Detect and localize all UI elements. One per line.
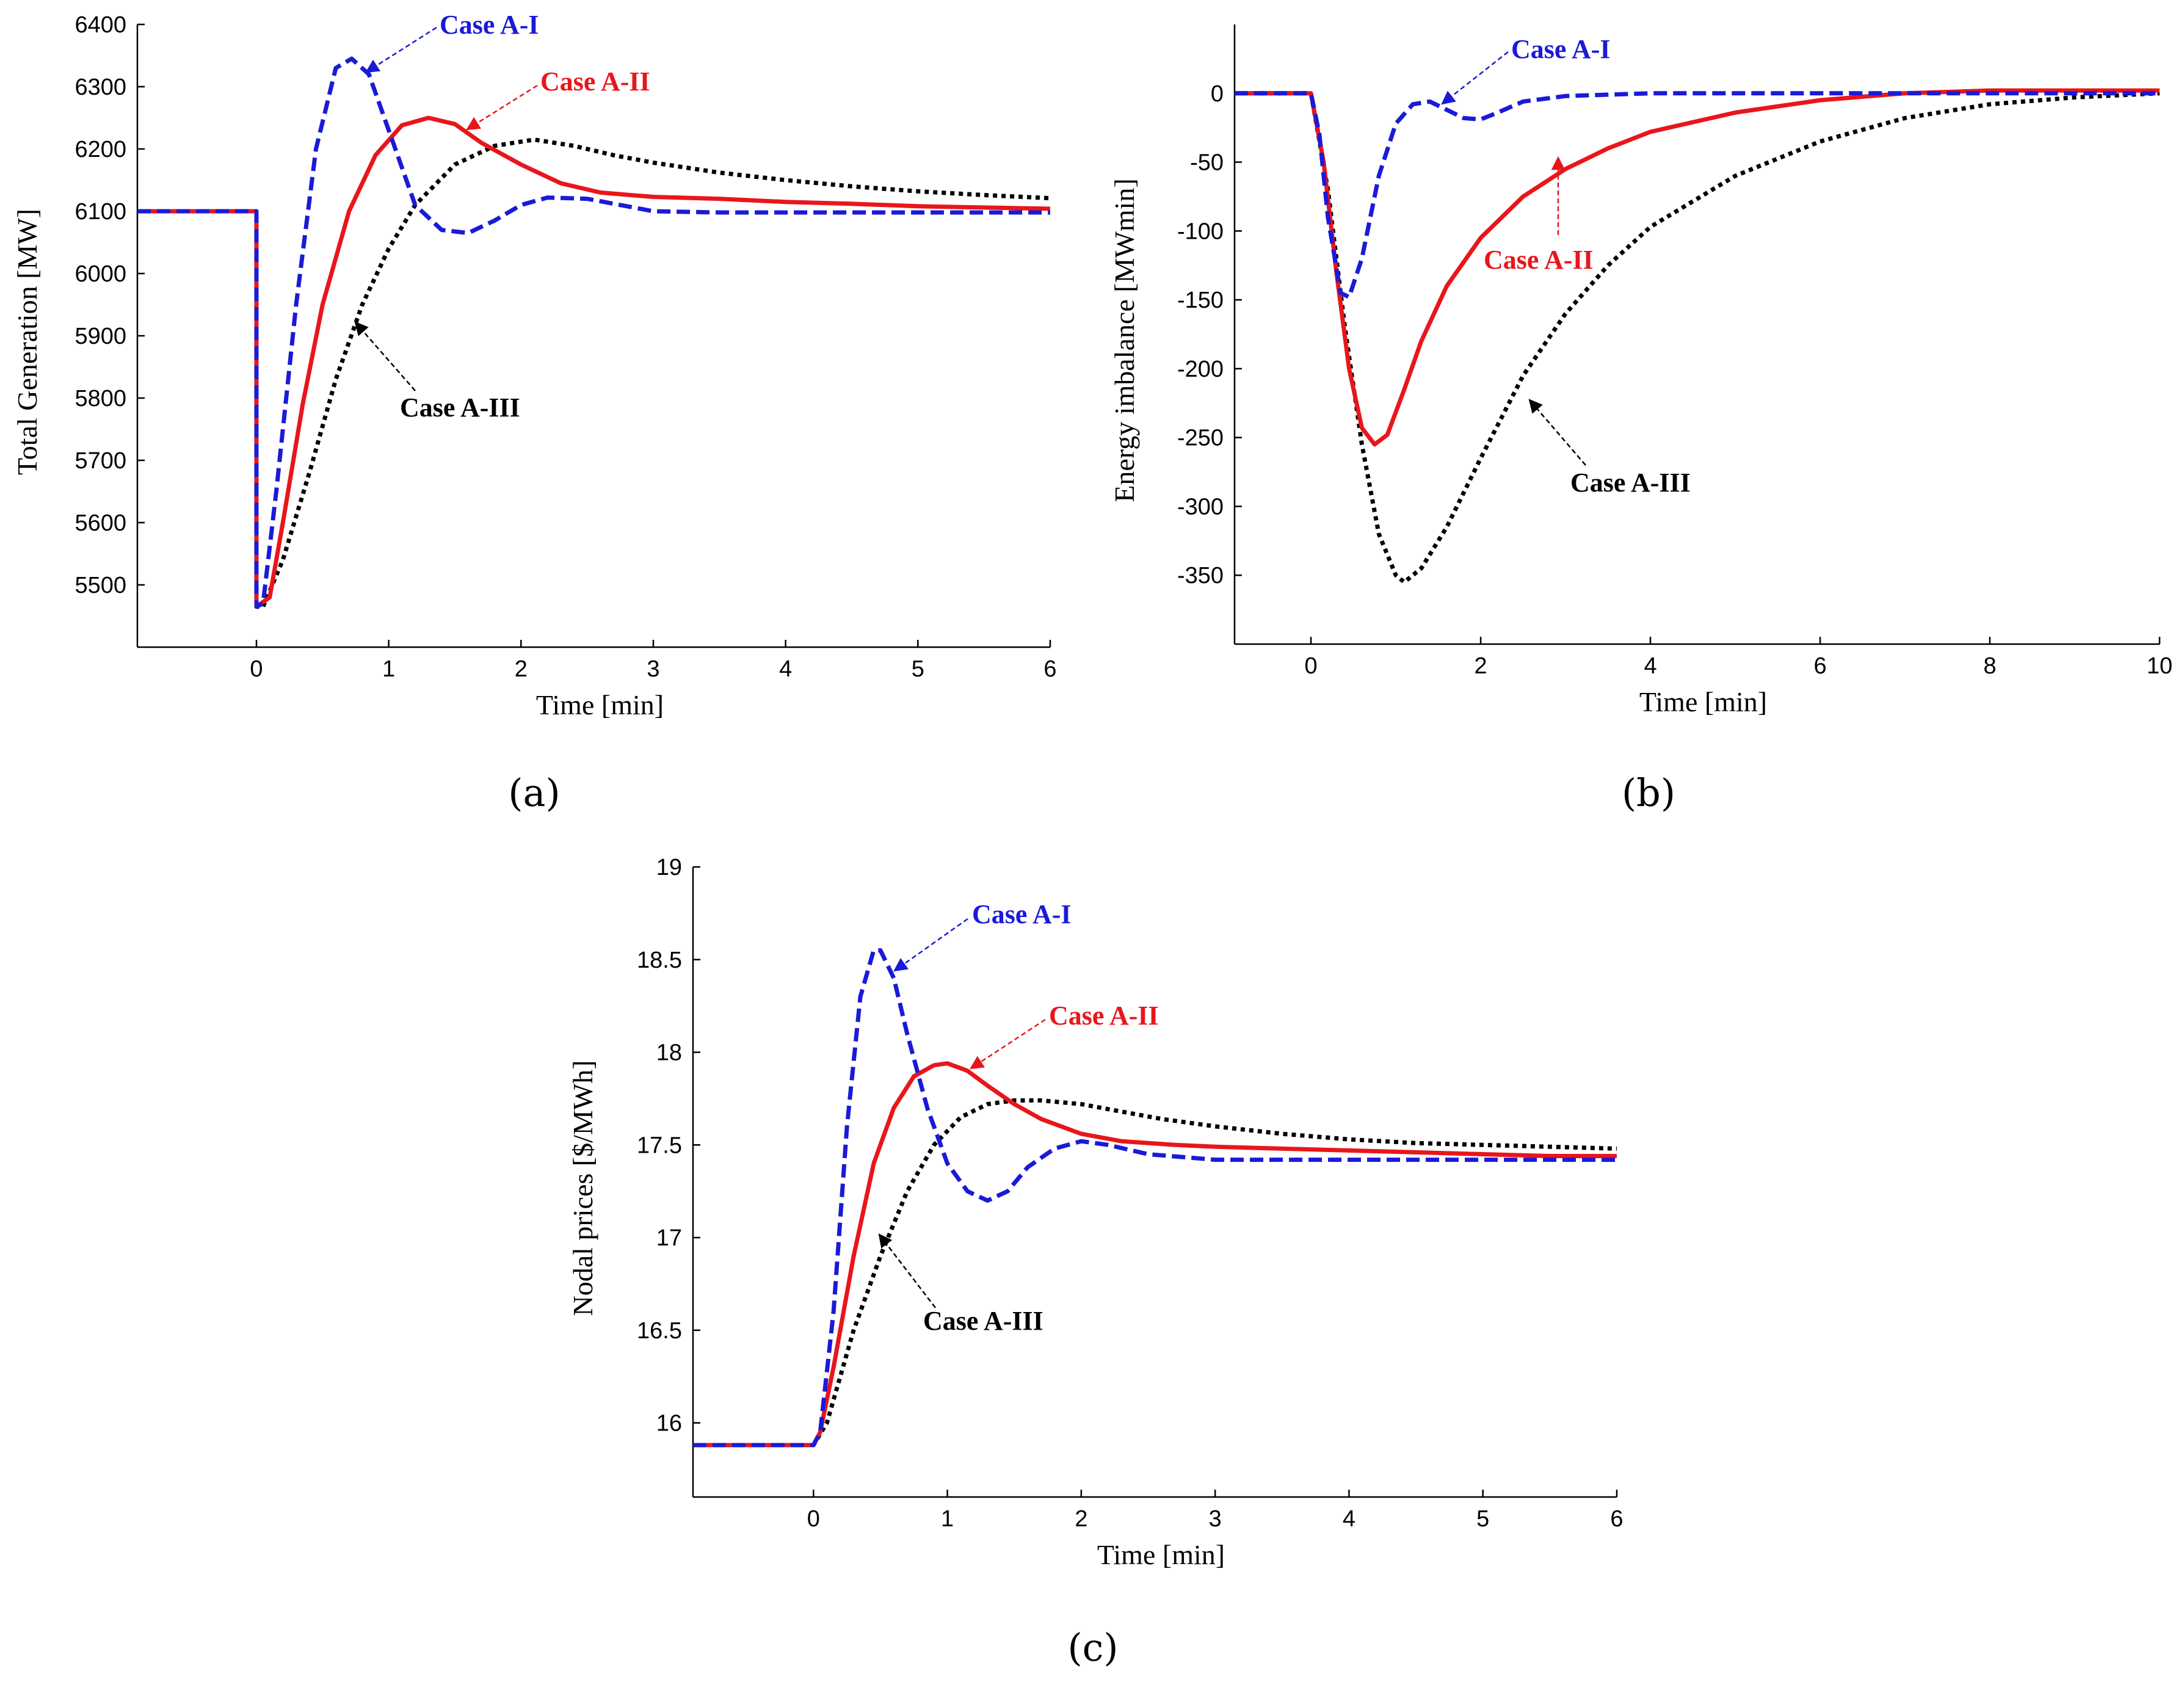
annotation-label: Case A-III xyxy=(923,1306,1043,1336)
annotation-label: Case A-II xyxy=(1049,1001,1159,1031)
annotation-label: Case A-I xyxy=(972,899,1072,929)
annotation-label: Case A-II xyxy=(540,67,650,96)
y-tick-label: 6400 xyxy=(74,12,126,38)
annotation-label: Case A-III xyxy=(400,393,520,422)
x-tick-label: 3 xyxy=(647,656,659,682)
y-tick-label: 17.5 xyxy=(637,1133,682,1158)
annotation-label: Case A-III xyxy=(1570,468,1691,498)
y-tick-label: 0 xyxy=(1211,81,1224,107)
y-tick-label: 18 xyxy=(656,1040,682,1066)
annotation-arrow xyxy=(878,1233,936,1308)
x-tick-label: 0 xyxy=(1305,653,1318,679)
y-tick-label: 5800 xyxy=(74,386,126,411)
y-tick-label: -350 xyxy=(1177,563,1224,589)
y-tick-label: 5900 xyxy=(74,324,126,349)
chart-panel-b: 0 2 4 6 8 10 -350 -300 -250 -200 -150 -100 -50 0 Time … xyxy=(1109,24,2172,815)
x-tick-label: 8 xyxy=(1983,653,1996,679)
y-tick-label: -50 xyxy=(1190,150,1224,176)
series-line-case-a-i xyxy=(693,948,1617,1448)
x-tick-label: 0 xyxy=(250,656,263,682)
x-tick-label: 10 xyxy=(2147,653,2172,679)
y-tick-label: 19 xyxy=(656,855,682,880)
annotation-label: Case A-I xyxy=(1511,34,1611,64)
x-tick-label: 5 xyxy=(912,656,924,682)
x-tick-label: 1 xyxy=(941,1506,954,1532)
x-tick-label: 2 xyxy=(515,656,528,682)
panel-label: (c) xyxy=(1067,1625,1118,1670)
y-tick-label: 17 xyxy=(656,1225,682,1251)
x-tick-label: 6 xyxy=(1813,653,1826,679)
annotation-arrow xyxy=(466,84,538,131)
series-line-case-a-ii xyxy=(137,115,1051,609)
y-tick-label: 6100 xyxy=(74,199,126,225)
x-axis-title: Time [min] xyxy=(1639,686,1767,717)
annotation-arrow xyxy=(893,918,968,972)
annotation-label: Case A-I xyxy=(440,10,539,40)
x-tick-label: 6 xyxy=(1610,1506,1623,1532)
y-tick-label: 18.5 xyxy=(637,948,682,973)
annotation-arrow xyxy=(1441,51,1509,105)
y-axis-title: Energy imbalance [MWmin] xyxy=(1109,178,1140,502)
y-tick-label: 16.5 xyxy=(637,1318,682,1344)
y-tick-label: 6200 xyxy=(74,137,126,162)
x-tick-label: 6 xyxy=(1043,656,1056,682)
x-tick-label: 2 xyxy=(1475,653,1487,679)
series-line-case-a-ii xyxy=(693,1061,1617,1448)
series-line-case-a-iii xyxy=(693,1098,1617,1448)
annotation-label: Case A-II xyxy=(1484,245,1594,275)
annotation-arrow xyxy=(970,1018,1046,1070)
y-tick-label: -200 xyxy=(1177,357,1224,382)
y-tick-label: 6000 xyxy=(74,261,126,287)
y-tick-label: -300 xyxy=(1177,494,1224,520)
series-line-case-a-iii xyxy=(1235,91,2160,584)
y-tick-label: 5600 xyxy=(74,510,126,536)
x-tick-label: 2 xyxy=(1075,1506,1087,1532)
x-axis-title: Time [min] xyxy=(536,689,664,720)
y-tick-label: 6300 xyxy=(74,74,126,100)
x-tick-label: 0 xyxy=(807,1506,820,1532)
x-tick-label: 4 xyxy=(1343,1506,1355,1532)
annotation-arrow xyxy=(354,321,416,391)
y-tick-label: -100 xyxy=(1177,219,1224,244)
annotation-arrow xyxy=(1528,399,1586,466)
series-line-case-a-i xyxy=(1235,91,2160,300)
x-tick-label: 4 xyxy=(1644,653,1656,679)
y-tick-label: 5500 xyxy=(74,573,126,598)
y-tick-label: 5700 xyxy=(74,448,126,474)
chart-panel-c: 0 1 2 3 4 5 6 16 16.5 17 17.5 18 18.5 19 Time [min] Nod… xyxy=(567,855,1623,1670)
series-line-case-a-iii xyxy=(137,137,1051,609)
x-tick-label: 1 xyxy=(382,656,395,682)
y-axis-title: Total Generation [MW] xyxy=(12,209,43,475)
y-tick-label: -150 xyxy=(1177,288,1224,313)
y-tick-label: 16 xyxy=(656,1411,682,1437)
x-tick-label: 3 xyxy=(1209,1506,1222,1532)
x-axis-title: Time [min] xyxy=(1097,1539,1225,1570)
y-axis-title: Nodal prices [$/MWh] xyxy=(567,1060,598,1316)
annotation-arrow xyxy=(365,26,437,73)
chart-panel-a: 0 1 2 3 4 5 6 5500 5600 5700 5800 5900 6000 6100 6200 6… xyxy=(12,10,1057,815)
series-line-case-a-i xyxy=(137,56,1050,609)
y-tick-label: -250 xyxy=(1177,426,1224,451)
panel-label: (a) xyxy=(508,770,560,815)
series-line-case-a-ii xyxy=(1235,88,2160,447)
x-tick-label: 5 xyxy=(1476,1506,1489,1532)
panel-label: (b) xyxy=(1622,770,1675,815)
x-tick-label: 4 xyxy=(779,656,792,682)
